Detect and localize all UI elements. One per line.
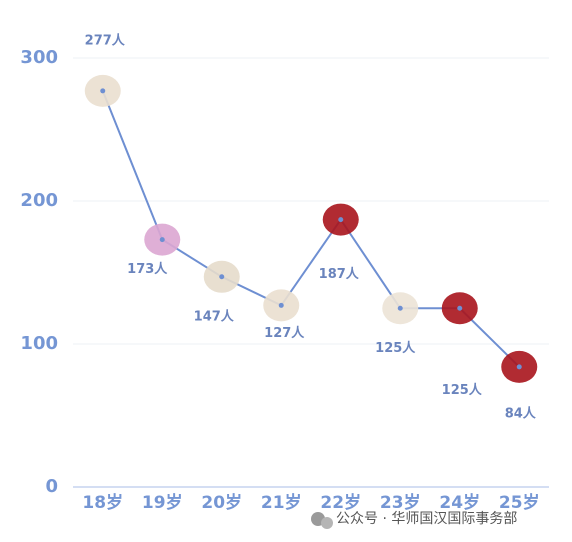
- point: [397, 305, 403, 311]
- watermark: 公众号 · 华师国汉国际事务部: [311, 511, 517, 529]
- wechat-icon: [321, 517, 333, 529]
- y-tick-label: 300: [20, 47, 58, 68]
- value-label: 125人: [375, 340, 416, 356]
- value-label: 125人: [442, 382, 483, 398]
- point: [516, 364, 522, 370]
- x-tick-label: 24岁: [439, 492, 480, 513]
- x-tick-label: 18岁: [82, 492, 123, 513]
- x-tick-label: 23岁: [380, 492, 421, 513]
- y-tick-label: 200: [20, 190, 58, 211]
- point: [338, 217, 344, 223]
- y-tick-label: 0: [45, 476, 58, 497]
- x-tick-label: 19岁: [142, 492, 183, 513]
- point: [219, 274, 225, 280]
- value-label: 127人: [264, 325, 305, 341]
- x-tick-label: 20岁: [201, 492, 242, 513]
- x-tick-label: 25岁: [499, 492, 540, 513]
- x-tick-label: 22岁: [320, 492, 361, 513]
- value-label: 147人: [194, 308, 235, 324]
- y-tick-label: 100: [20, 333, 58, 354]
- value-label: 277人: [85, 32, 126, 48]
- point: [159, 237, 165, 243]
- value-label: 187人: [319, 266, 360, 282]
- point: [278, 302, 284, 308]
- point: [100, 88, 106, 94]
- value-label: 173人: [127, 261, 168, 277]
- x-tick-label: 21岁: [261, 492, 302, 513]
- watermark-text: 公众号 · 华师国汉国际事务部: [336, 511, 517, 527]
- value-label: 84人: [505, 405, 537, 421]
- point: [457, 305, 463, 311]
